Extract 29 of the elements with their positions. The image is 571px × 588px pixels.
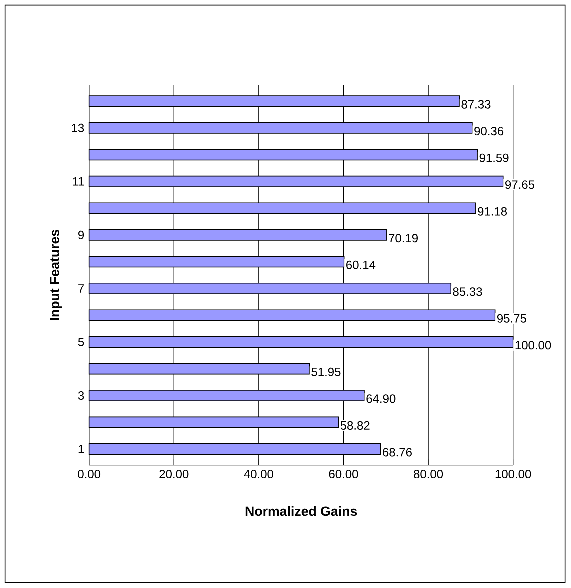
y-tick-label: 7 (78, 284, 84, 293)
data-label: 64.90 (366, 394, 396, 404)
data-label: 51.95 (312, 368, 341, 376)
x-tick-label: 20.00 (160, 470, 189, 479)
y-tick-label: 5 (78, 338, 84, 346)
data-label: 70.19 (389, 234, 418, 243)
y-tick-label: 11 (73, 178, 84, 186)
data-label: 90.36 (474, 127, 504, 136)
y-tick-label: 3 (78, 392, 84, 400)
data-label: 85.33 (453, 288, 482, 296)
data-label: 87.33 (462, 100, 491, 109)
x-tick-label: 80.00 (414, 470, 444, 479)
y-tick-label: 1 (79, 445, 84, 454)
data-label: 68.76 (383, 448, 412, 457)
data-label: 60.14 (346, 260, 376, 270)
y-tick-label: 13 (72, 124, 84, 132)
x-axis-title: Normalized Gains (246, 506, 358, 516)
data-label: 95.75 (498, 314, 527, 323)
x-tick-label: 40.00 (244, 470, 274, 479)
data-label: 91.59 (480, 154, 509, 162)
data-label: 97.65 (506, 180, 535, 190)
data-label: 58.82 (340, 421, 370, 430)
y-tick-label: 9 (78, 230, 84, 240)
x-tick-label: 0.00 (78, 470, 101, 479)
y-axis-title: Input Features (50, 230, 62, 320)
data-label: 91.18 (478, 207, 508, 216)
x-tick-label: 60.00 (329, 470, 358, 479)
x-tick-label: 100.00 (496, 470, 532, 479)
data-label: 100.00 (516, 341, 552, 350)
